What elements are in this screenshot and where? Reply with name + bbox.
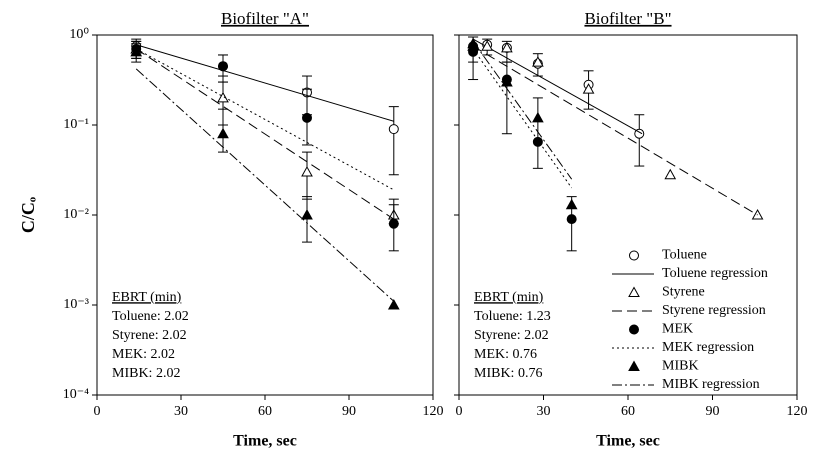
marker [582, 83, 595, 94]
annotation-title: EBRT (min) [474, 290, 544, 305]
annotation-line: MEK: 0.76 [474, 347, 537, 362]
annotation-title: EBRT (min) [112, 290, 182, 305]
error-bar [501, 61, 512, 135]
legend-label: Styrene regression [662, 303, 766, 318]
x-tick-label: 60 [621, 404, 635, 419]
y-tick-label: 10⁰ [69, 27, 89, 42]
y-tick-label: 10⁻¹ [63, 117, 89, 132]
chart-title: Biofilter "B" [584, 9, 671, 28]
marker [388, 124, 399, 135]
error-bar [388, 106, 399, 176]
annotation-line: Styrene: 2.02 [474, 328, 549, 343]
x-tick-label: 60 [258, 404, 272, 419]
error-bar [634, 114, 645, 167]
legend-label: Styrene [662, 285, 705, 300]
legend-marker [628, 286, 640, 297]
x-axis-label: Time, sec [233, 433, 297, 450]
x-tick-label: 90 [342, 404, 356, 419]
marker [130, 45, 143, 57]
marker [532, 136, 543, 147]
marker [301, 166, 313, 177]
marker [217, 127, 229, 139]
x-tick-label: 30 [174, 404, 188, 419]
regression-line [472, 45, 758, 216]
y-tick-label: 10⁻⁴ [63, 387, 89, 402]
x-tick-label: 120 [423, 404, 444, 419]
regression-line [472, 48, 573, 189]
marker [302, 112, 312, 123]
legend-label: MIBK regression [662, 377, 760, 392]
marker [301, 208, 313, 220]
annotation-line: Toluene: 1.23 [474, 309, 551, 324]
marker [532, 111, 544, 123]
y-tick-label: 10⁻³ [63, 297, 89, 312]
regression-line [136, 44, 394, 122]
marker [217, 91, 229, 103]
y-axis-label: C/Cₒ [18, 197, 38, 233]
legend-label: MEK [662, 322, 693, 337]
legend-label: Toluene regression [662, 266, 768, 281]
regression-line [135, 48, 395, 220]
legend-label: Toluene [662, 248, 707, 263]
legend-marker [629, 250, 639, 261]
marker [387, 298, 400, 310]
legend-label: MIBK [662, 359, 699, 374]
marker [481, 40, 494, 51]
marker [664, 168, 677, 180]
regression-line [472, 41, 573, 180]
legend-marker [629, 324, 639, 335]
regression-line [135, 48, 395, 191]
marker [218, 61, 228, 72]
marker [566, 214, 577, 225]
x-tick-label: 120 [787, 404, 808, 419]
regression-line [472, 38, 643, 135]
x-tick-label: 0 [456, 404, 463, 419]
marker [634, 128, 645, 139]
marker [532, 56, 544, 67]
marker [468, 46, 479, 57]
x-tick-label: 30 [537, 404, 551, 419]
annotation-line: MEK: 2.02 [112, 347, 175, 362]
marker [501, 41, 513, 53]
error-bar [532, 97, 543, 169]
annotation-line: Styrene: 2.02 [112, 328, 187, 343]
regression-line [135, 68, 395, 302]
y-tick-label: 10⁻² [63, 207, 89, 222]
annotation-line: MIBK: 0.76 [474, 366, 542, 381]
x-tick-label: 90 [706, 404, 720, 419]
marker [565, 198, 578, 210]
legend-marker [628, 360, 640, 371]
legend-label: MEK regression [662, 340, 754, 355]
x-tick-label: 0 [94, 404, 101, 419]
annotation-line: Toluene: 2.02 [112, 309, 189, 324]
marker [501, 76, 513, 87]
annotation-line: MIBK: 2.02 [112, 366, 180, 381]
x-axis-label: Time, sec [596, 433, 660, 450]
marker [388, 218, 399, 229]
chart-title: Biofilter "A" [221, 9, 309, 28]
